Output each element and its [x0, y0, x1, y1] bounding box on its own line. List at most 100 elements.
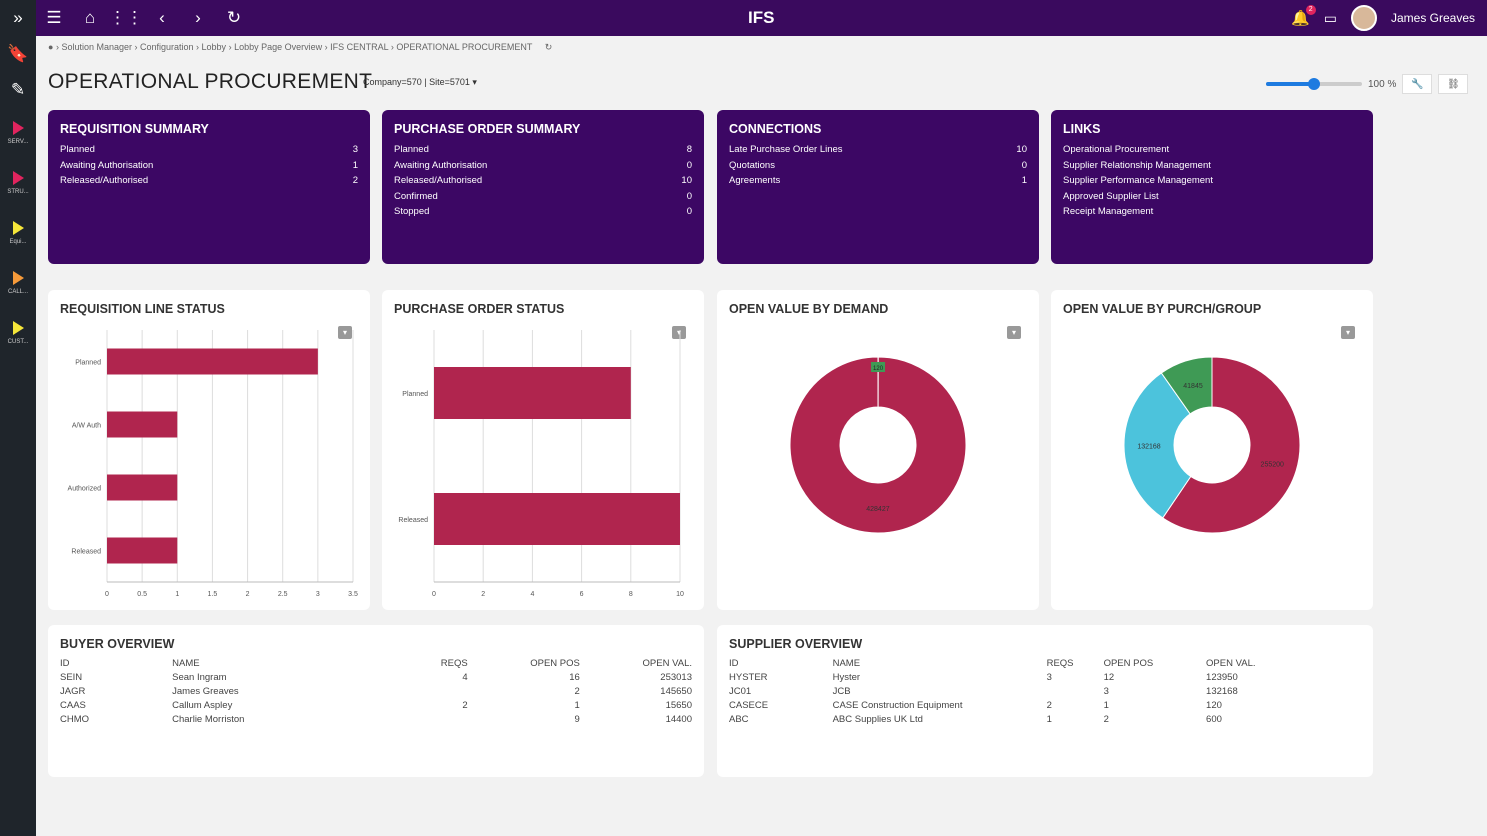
- buyer-overview: BUYER OVERVIEW ID NAME REQS OPEN POS OPEN VA…: [48, 625, 704, 777]
- column-header[interactable]: REQS: [440, 658, 468, 669]
- tile-row: Planned 3: [60, 142, 358, 158]
- tick-label: 3.5: [348, 591, 358, 598]
- table-cell: 16: [569, 672, 580, 683]
- chevron-down-icon[interactable]: ▾: [1007, 326, 1021, 339]
- tile-title: PURCHASE ORDER SUMMARY: [394, 122, 581, 136]
- link-icon[interactable]: ⛓: [1438, 74, 1469, 94]
- row-count: 0: [686, 190, 692, 202]
- column-header[interactable]: OPEN POS: [530, 658, 580, 669]
- summary-tile: PURCHASE ORDER SUMMARY Planned 8 Awaiting A…: [382, 110, 704, 264]
- table-cell: ABC Supplies UK Ltd: [832, 714, 923, 725]
- pencil-icon[interactable]: ✎: [10, 80, 26, 99]
- table-row[interactable]: CAAS Callum Aspley 2 1 15650: [60, 699, 692, 713]
- refresh-icon[interactable]: ↻: [226, 8, 242, 27]
- tile-row: Late Purchase Order Lines 10: [729, 142, 1027, 158]
- data-label-box: [871, 362, 886, 373]
- data-label: 428427: [866, 506, 889, 513]
- breadcrumb-item[interactable]: OPERATIONAL PROCUREMENT: [396, 42, 533, 52]
- bookmark-icon[interactable]: 🔖: [7, 44, 29, 63]
- row-count: 10: [681, 175, 692, 186]
- breadcrumb-item[interactable]: IFS CENTRAL: [330, 42, 389, 52]
- breadcrumb: ● › Solution Manager › Configuration › L…: [48, 42, 553, 52]
- avatar[interactable]: [1350, 5, 1377, 31]
- table-row[interactable]: ABC ABC Supplies UK Ltd 1 2 600: [729, 713, 1309, 727]
- column-header[interactable]: ID: [60, 658, 70, 669]
- breadcrumb-item[interactable]: Solution Manager: [61, 42, 132, 52]
- wrench-icon[interactable]: 🔧: [1402, 74, 1433, 94]
- table-row[interactable]: JC01 JCB 3 132168: [729, 685, 1309, 699]
- apps-grid-icon[interactable]: ⋮⋮: [109, 8, 143, 27]
- chevron-down-icon[interactable]: ▾: [1341, 326, 1355, 339]
- chart-title: OPEN VALUE BY DEMAND: [729, 302, 889, 316]
- zoom-slider[interactable]: [1266, 78, 1362, 90]
- forward-icon[interactable]: ›: [195, 8, 201, 27]
- sidebar-item[interactable]: CUST...: [0, 308, 36, 358]
- home-dot-icon[interactable]: ●: [48, 42, 54, 52]
- table-cell: Hyster: [832, 672, 861, 683]
- column-header[interactable]: ID: [729, 658, 739, 669]
- sidebar-item-label: Equi...: [9, 239, 27, 245]
- breadcrumb-item[interactable]: Lobby: [201, 42, 227, 52]
- back-icon[interactable]: ‹: [159, 8, 165, 27]
- table-cell: 132168: [1206, 686, 1238, 697]
- tick-label: 0: [432, 591, 436, 598]
- chart-title: OPEN VALUE BY PURCH/GROUP: [1063, 302, 1262, 316]
- tick-label: 2: [246, 591, 250, 598]
- sidebar-item[interactable]: SERV...: [0, 108, 36, 158]
- sidebar-item[interactable]: Equi...: [0, 208, 36, 258]
- tile-row[interactable]: Receipt Management: [1063, 204, 1361, 220]
- table-cell: 123950: [1206, 672, 1238, 683]
- tile-row: Stopped 0: [394, 204, 692, 220]
- table-cell: Sean Ingram: [172, 672, 227, 683]
- row-label[interactable]: Receipt Management: [1063, 206, 1154, 217]
- context-selector[interactable]: Company=570 | Site=5701 ▾: [363, 77, 477, 87]
- feedback-icon[interactable]: ▭: [1323, 9, 1337, 26]
- table-cell: 120: [1206, 700, 1222, 711]
- column-header[interactable]: OPEN VAL.: [642, 658, 692, 669]
- row-label[interactable]: Supplier Performance Management: [1063, 175, 1213, 186]
- bar: [107, 474, 178, 501]
- column-header[interactable]: REQS: [1046, 658, 1074, 669]
- top-bar: ☰ ⌂ ⋮⋮ ‹ › ↻ IFS 🔔 2 ▭ James Greaves: [0, 0, 1487, 36]
- chevron-down-icon[interactable]: ▾: [672, 326, 686, 339]
- tile-row[interactable]: Supplier Relationship Management: [1063, 158, 1361, 174]
- row-label[interactable]: Supplier Relationship Management: [1063, 159, 1211, 171]
- row-label[interactable]: Approved Supplier List: [1063, 190, 1159, 202]
- sidebar: » 🔖 ✎ SERV... STRU... Equi... CALL... CUST..…: [0, 0, 36, 836]
- chart: 0 0.5 1 1.5 2 2.5 3 3.5 Planned A/W Auth Authorize…: [68, 330, 358, 598]
- summary-tile: REQUISITION SUMMARY Planned 3 Awaiting Auth…: [48, 110, 370, 264]
- table-row[interactable]: HYSTER Hyster 3 12 123950: [729, 671, 1309, 685]
- column-header[interactable]: OPEN POS: [1103, 658, 1154, 669]
- expand-icon[interactable]: »: [13, 8, 23, 27]
- tile-row[interactable]: Approved Supplier List: [1063, 189, 1361, 205]
- sidebar-item[interactable]: CALL...: [0, 258, 36, 308]
- tile-row[interactable]: Supplier Performance Management: [1063, 173, 1361, 189]
- chevron-down-icon[interactable]: ▾: [338, 326, 352, 339]
- table-row[interactable]: CHMO Charlie Morriston 9 14400: [60, 713, 692, 727]
- menu-icon[interactable]: ☰: [46, 8, 62, 27]
- column-header[interactable]: NAME: [832, 658, 861, 669]
- breadcrumb-item[interactable]: Configuration: [139, 42, 194, 52]
- tile-row[interactable]: Operational Procurement: [1063, 142, 1361, 158]
- home-icon[interactable]: ⌂: [84, 8, 96, 27]
- table-row[interactable]: SEIN Sean Ingram 4 16 253013: [60, 671, 692, 685]
- column-header[interactable]: NAME: [172, 658, 200, 669]
- sidebar-item-label: CALL...: [7, 289, 28, 295]
- user-name[interactable]: James Greaves: [1390, 11, 1475, 25]
- bell-icon[interactable]: 🔔 2: [1291, 5, 1316, 27]
- column-header[interactable]: OPEN VAL.: [1206, 658, 1256, 669]
- table-row[interactable]: CASECE CASE Construction Equipment 2 1 120: [729, 699, 1309, 713]
- table-cell: 1: [1046, 714, 1052, 725]
- row-label: Awaiting Authorisation: [60, 159, 154, 171]
- table-cell: [407, 713, 468, 727]
- row-label[interactable]: Operational Procurement: [1063, 144, 1170, 155]
- chart: 0 2 4 6 8 10 Planned Released: [398, 330, 684, 598]
- refresh-icon[interactable]: ↻: [544, 42, 553, 52]
- breadcrumb-item[interactable]: Lobby Page Overview: [234, 42, 323, 52]
- bar: [434, 493, 680, 545]
- table-cell: 14400: [665, 714, 692, 725]
- chart-card: OPEN VALUE BY DEMAND ▾ 428427 120: [717, 290, 1039, 610]
- table-row[interactable]: JAGR James Greaves 2 145650: [60, 685, 692, 699]
- sidebar-item[interactable]: STRU...: [0, 158, 36, 208]
- row-count: 8: [686, 144, 692, 155]
